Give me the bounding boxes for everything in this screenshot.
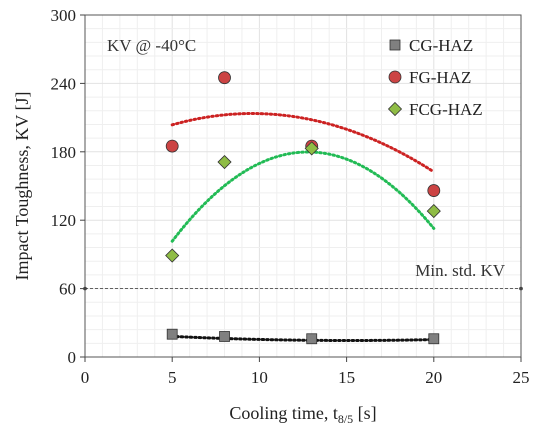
fcg-haz-point bbox=[426, 204, 441, 219]
fcg-haz-trend-line bbox=[170, 150, 436, 243]
fcg-haz-legend-marker bbox=[387, 101, 403, 117]
x-tick-label: 20 bbox=[425, 368, 442, 387]
plot-area-frame bbox=[84, 14, 522, 358]
trend-lines bbox=[170, 112, 436, 342]
legend: CG-HAZ FG-HAZ FCG-HAZ bbox=[387, 36, 483, 119]
y-tick-label: 240 bbox=[51, 74, 77, 93]
fcg-haz-point bbox=[217, 154, 232, 170]
x-tick-label: 0 bbox=[81, 368, 90, 387]
x-axis-title-main: Cooling time, t bbox=[229, 403, 338, 423]
fg-haz-trend-line bbox=[170, 112, 436, 174]
x-tick-label: 10 bbox=[251, 368, 268, 387]
test-condition-annotation: KV @ -40°C bbox=[107, 36, 196, 55]
y-tick-label: 120 bbox=[51, 211, 77, 230]
y-axis-title: Impact Toughness, KV [J] bbox=[12, 91, 32, 280]
cg-haz-point bbox=[166, 328, 178, 340]
x-tick-label: 5 bbox=[168, 368, 177, 387]
data-points bbox=[165, 71, 441, 345]
y-tick-label: 60 bbox=[59, 280, 76, 299]
y-tick-label: 300 bbox=[51, 6, 77, 25]
x-tick-label: 15 bbox=[338, 368, 355, 387]
y-tick-label: 180 bbox=[51, 143, 77, 162]
fg-haz-legend-label: FG-HAZ bbox=[409, 68, 471, 87]
cg-haz-point bbox=[219, 331, 230, 342]
y-tick-label: 0 bbox=[68, 348, 77, 367]
min-std-kv-label: Min. std. KV bbox=[415, 261, 505, 280]
x-axis-title: Cooling time, t8/5 [s] bbox=[229, 403, 376, 426]
fg-haz-point bbox=[427, 184, 441, 197]
fcg-haz-point bbox=[304, 141, 319, 156]
cg-haz-point bbox=[306, 333, 318, 345]
cg-haz-trend-line bbox=[170, 334, 436, 342]
fcg-haz-legend-label: FCG-HAZ bbox=[409, 100, 483, 119]
x-axis-title-subscript: 8/5 bbox=[338, 412, 353, 426]
cg-haz-legend-marker bbox=[389, 39, 401, 51]
grid bbox=[84, 14, 522, 358]
cg-haz-point bbox=[428, 333, 440, 345]
fg-haz-point bbox=[218, 71, 231, 85]
fg-haz-point bbox=[165, 139, 179, 153]
cg-haz-legend-label: CG-HAZ bbox=[409, 36, 473, 55]
x-axis-title-unit: [s] bbox=[353, 403, 377, 423]
axis-ticks: 0 5 10 15 20 25 0 60 120 180 240 300 bbox=[51, 6, 530, 387]
fg-haz-legend-marker bbox=[388, 70, 402, 84]
x-tick-label: 25 bbox=[513, 368, 530, 387]
fcg-haz-point bbox=[165, 248, 180, 263]
